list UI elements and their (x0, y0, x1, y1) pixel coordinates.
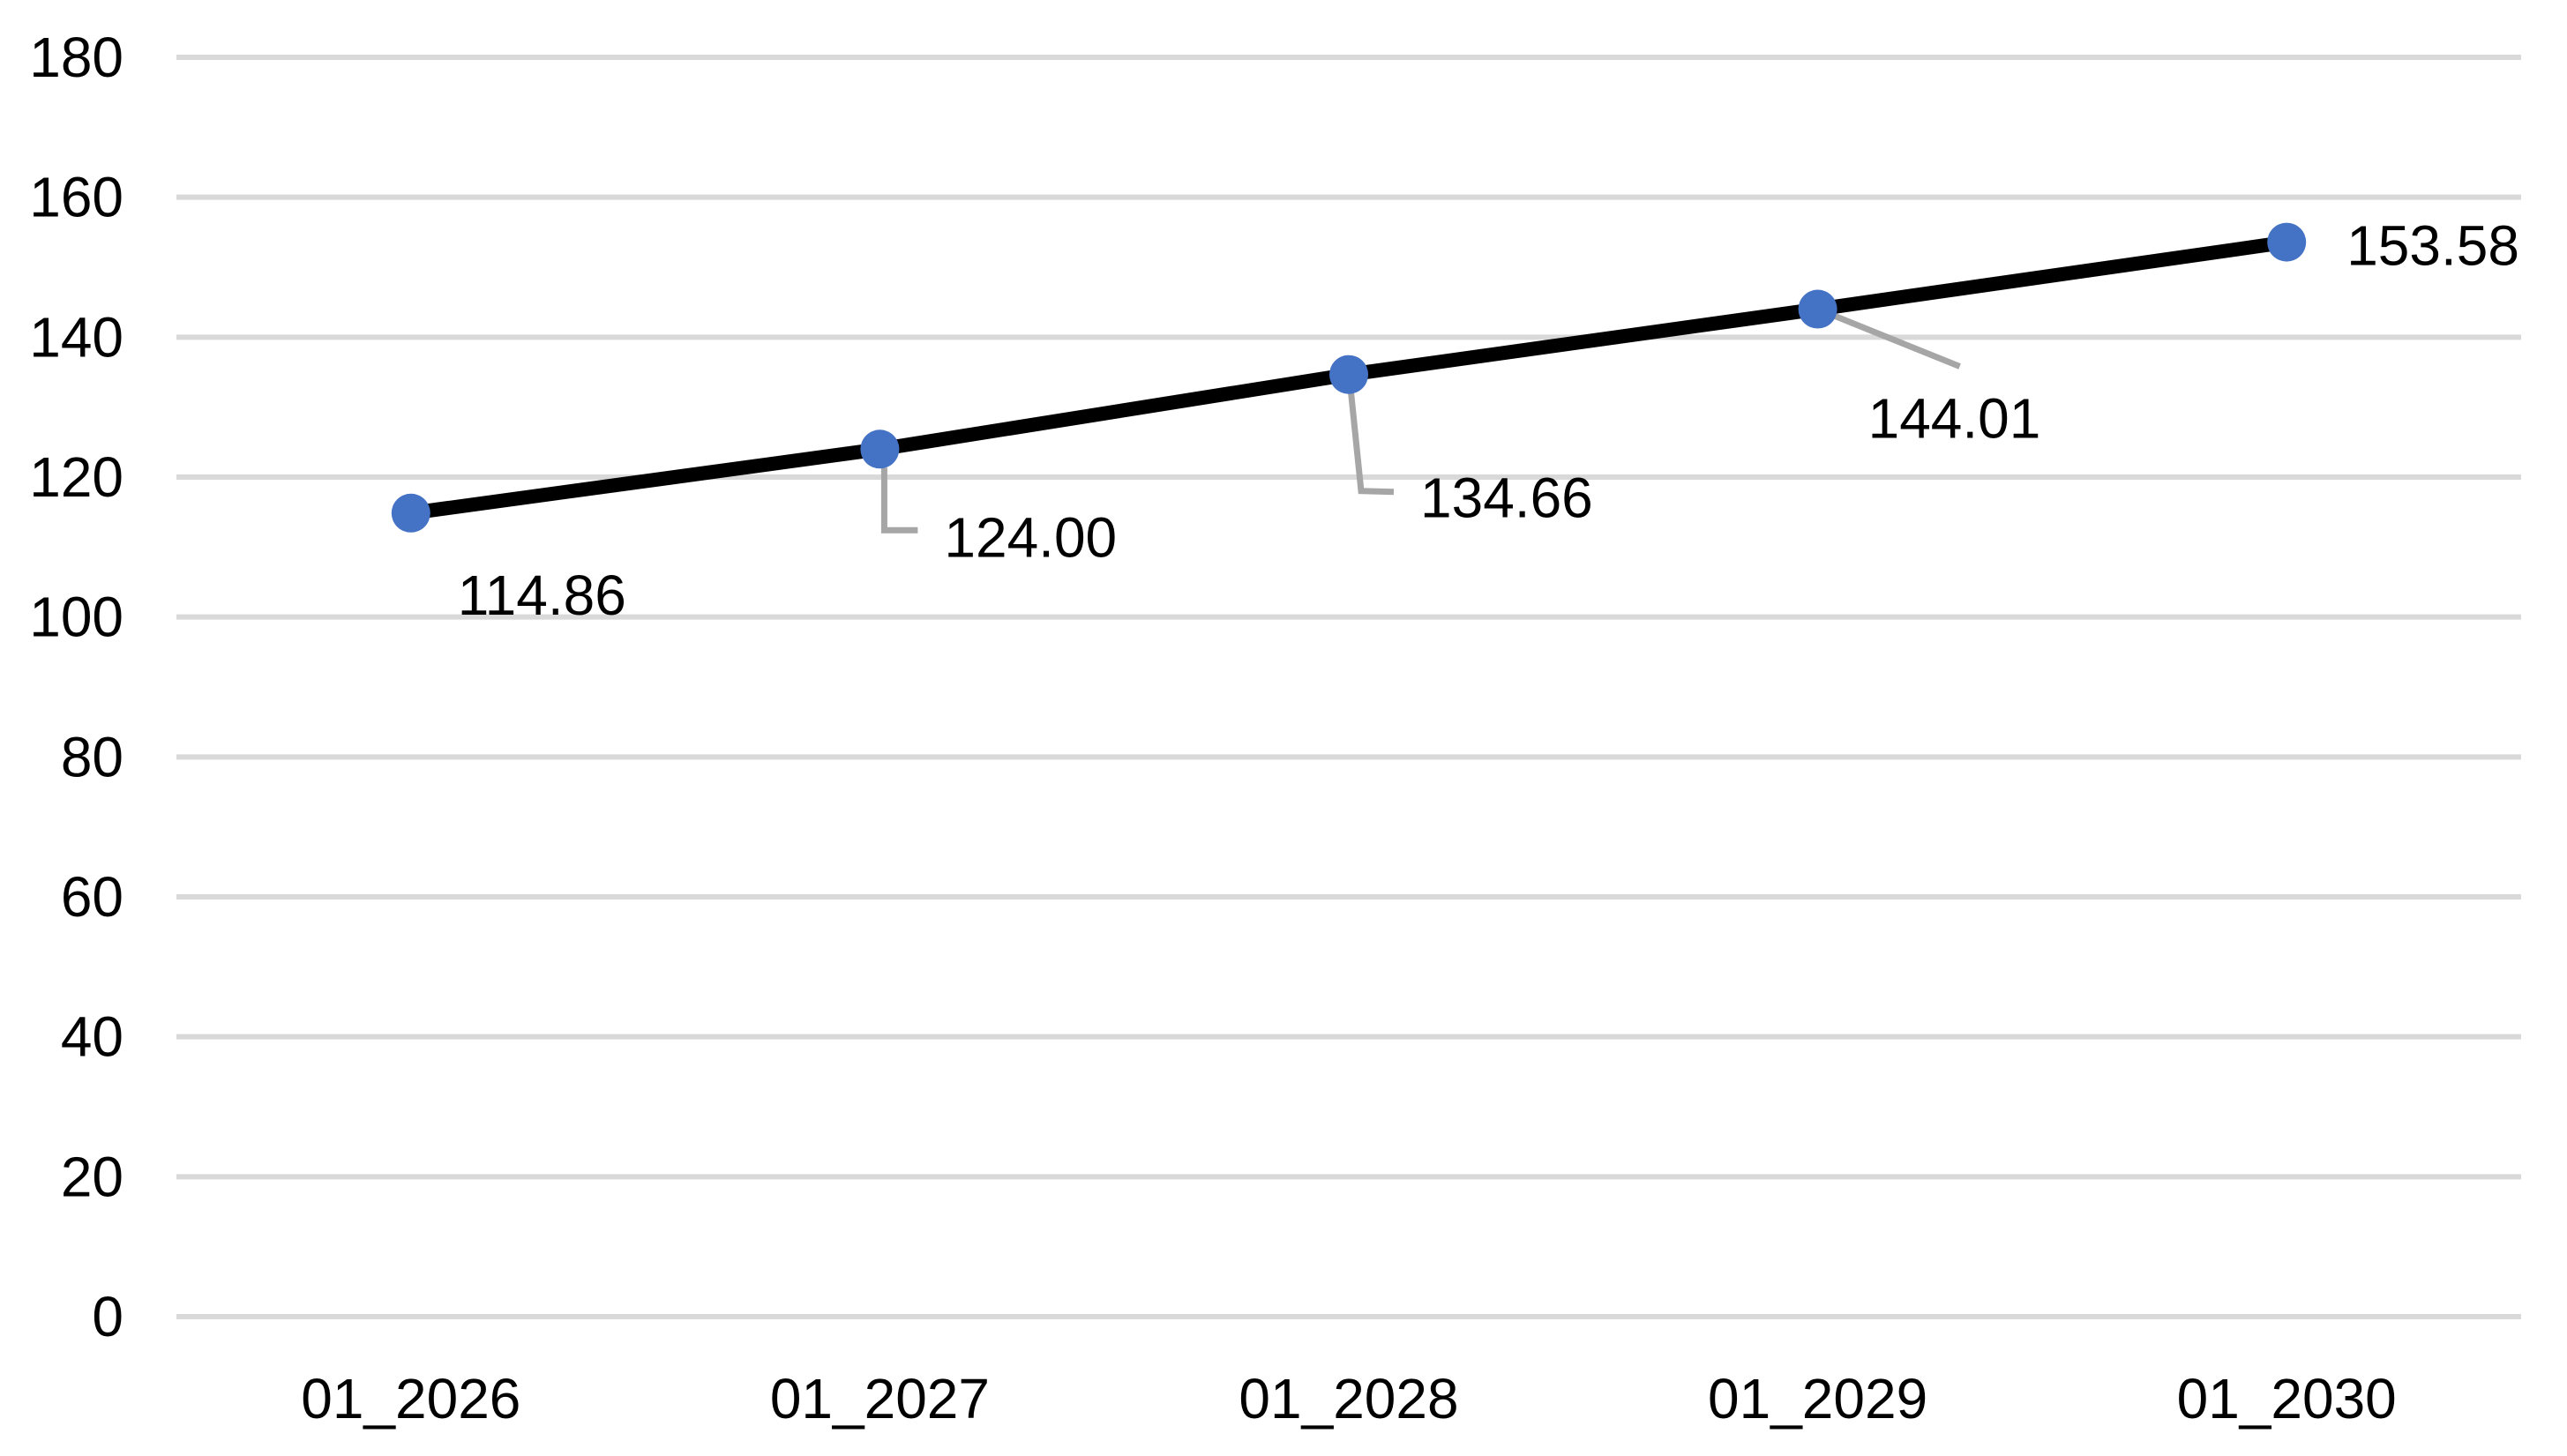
x-category-label: 01_2029 (1708, 1367, 1927, 1430)
data-point-marker (391, 493, 430, 533)
data-point-marker (1798, 289, 1837, 329)
data-label-leader-line (1816, 306, 1961, 370)
data-label: 114.86 (458, 564, 626, 627)
data-label: 124.00 (944, 505, 1117, 569)
y-tick-label: 40 (61, 1005, 123, 1069)
data-point-marker (2267, 222, 2307, 262)
y-tick-label: 120 (29, 445, 123, 509)
y-tick-label: 80 (61, 725, 123, 788)
data-label: 134.66 (1420, 467, 1593, 530)
data-label: 144.01 (1868, 387, 2041, 451)
data-label-leader-line (880, 467, 918, 534)
y-tick-label: 160 (29, 166, 123, 229)
x-category-label: 01_2027 (770, 1367, 990, 1430)
y-tick-label: 20 (61, 1145, 123, 1208)
y-tick-label: 60 (61, 865, 123, 929)
x-category-label: 01_2030 (2177, 1367, 2397, 1430)
x-category-label: 01_2028 (1239, 1367, 1458, 1430)
data-label: 153.58 (2346, 214, 2519, 278)
y-tick-label: 140 (29, 305, 123, 369)
x-category-label: 01_2026 (301, 1367, 520, 1430)
data-label-leader-line (1347, 387, 1395, 496)
y-tick-label: 100 (29, 586, 123, 649)
data-point-marker (1329, 355, 1368, 394)
y-tick-label: 0 (92, 1285, 123, 1348)
y-tick-label: 180 (29, 26, 123, 89)
data-point-marker (860, 429, 900, 469)
